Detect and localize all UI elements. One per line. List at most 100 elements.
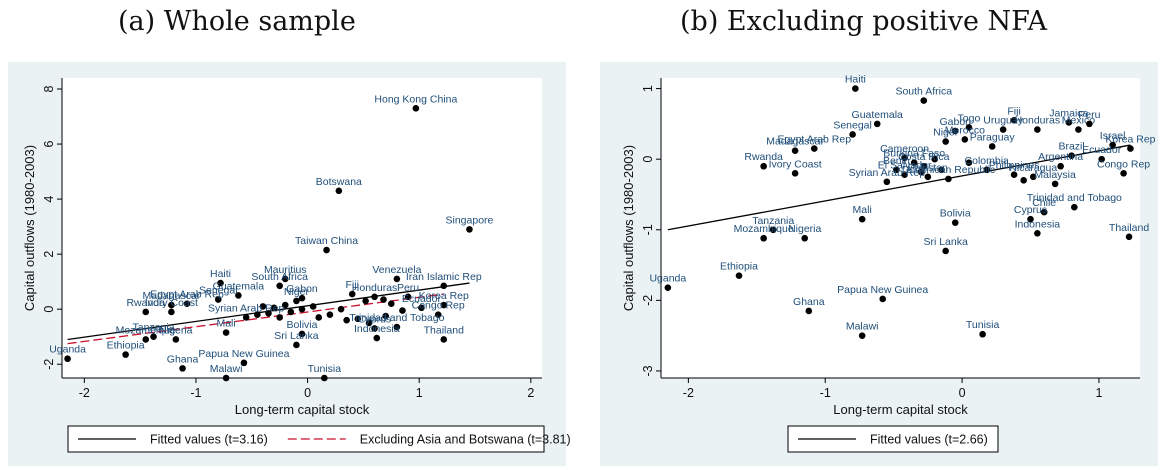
point-label: Morocco bbox=[945, 124, 985, 136]
x-tick-label: 2 bbox=[527, 386, 534, 400]
point-label: Fiji bbox=[346, 279, 359, 291]
point-label: Trinidad and Tobago bbox=[1027, 192, 1122, 204]
y-tick-label: 0 bbox=[641, 156, 655, 163]
data-point bbox=[805, 307, 813, 315]
point-label: Ivory Coast bbox=[145, 297, 198, 309]
data-point bbox=[893, 166, 900, 174]
point-label: Korea Rep bbox=[1105, 134, 1155, 146]
data-point bbox=[287, 308, 295, 316]
data-point bbox=[1075, 126, 1082, 133]
y-tick-label: 6 bbox=[42, 141, 56, 148]
data-point bbox=[945, 175, 952, 183]
data-point bbox=[942, 138, 949, 145]
data-point bbox=[924, 173, 932, 181]
data-point bbox=[393, 323, 401, 331]
data-point bbox=[388, 300, 395, 307]
data-point bbox=[1098, 155, 1105, 163]
data-point bbox=[965, 159, 973, 167]
data-point bbox=[276, 282, 283, 290]
data-point bbox=[281, 275, 289, 283]
point-label: Mozambique bbox=[116, 324, 176, 336]
y-axis-title: Capital outflows (1980-2003) bbox=[621, 145, 636, 311]
point-label: Tunisia bbox=[308, 363, 342, 375]
point-label: Uganda bbox=[49, 344, 86, 356]
data-point bbox=[1065, 119, 1073, 126]
x-axis-title: Long-term capital stock bbox=[235, 402, 370, 417]
point-label: Sri Lanka bbox=[923, 236, 968, 248]
point-label: Iran Islamic Rep bbox=[406, 271, 482, 283]
point-label: Haiti bbox=[210, 268, 231, 280]
data-point bbox=[293, 341, 300, 349]
data-point bbox=[440, 336, 448, 343]
data-point bbox=[1120, 169, 1127, 177]
fit-line-1 bbox=[667, 144, 1131, 231]
data-point bbox=[1125, 233, 1133, 241]
data-point bbox=[222, 374, 230, 382]
data-point bbox=[965, 124, 973, 131]
data-point bbox=[259, 303, 267, 310]
point-label: Papua New Guinea bbox=[198, 348, 289, 360]
y-tick-label: -1 bbox=[641, 224, 655, 235]
data-point bbox=[418, 304, 425, 312]
data-point bbox=[1127, 145, 1134, 152]
point-label: Egypt Arab Rep bbox=[778, 134, 852, 146]
point-label: Paraguay bbox=[970, 131, 1016, 143]
data-point bbox=[168, 308, 175, 316]
data-point bbox=[920, 97, 928, 104]
panel-a-title: (a) Whole sample bbox=[118, 6, 356, 37]
point-label: Uruguay bbox=[983, 115, 1023, 127]
point-label: Trinidad and Tobago bbox=[349, 312, 444, 324]
y-axis-title: Capital outflows (1980-2003) bbox=[22, 145, 37, 311]
data-point bbox=[1051, 180, 1059, 188]
point-label: Cyprus bbox=[358, 313, 391, 325]
point-label: Tunisia bbox=[966, 319, 1000, 331]
point-label: Haiti bbox=[845, 74, 866, 86]
point-label: Thailand bbox=[424, 324, 464, 336]
point-label: Mali bbox=[216, 318, 235, 330]
data-point bbox=[961, 136, 969, 143]
data-point bbox=[1109, 141, 1116, 149]
data-point bbox=[380, 296, 387, 303]
point-label: Senegal bbox=[833, 119, 872, 131]
data-point bbox=[466, 226, 473, 233]
point-label: Nigeria bbox=[159, 324, 192, 336]
data-point bbox=[664, 284, 672, 291]
x-tick-label: 0 bbox=[304, 386, 311, 400]
data-point bbox=[1010, 117, 1018, 124]
point-label: Malaysia bbox=[1034, 169, 1076, 181]
point-label: Mali bbox=[853, 204, 872, 216]
data-point bbox=[440, 282, 448, 290]
point-label: Madagascar bbox=[766, 136, 824, 148]
point-label: Malawi bbox=[846, 321, 879, 333]
point-label: Mozambique bbox=[734, 223, 794, 235]
point-label: Colombia bbox=[965, 155, 1010, 167]
data-point bbox=[858, 215, 866, 223]
data-point bbox=[1034, 126, 1041, 133]
point-label: Singapore bbox=[446, 214, 494, 226]
point-label: Rwanda bbox=[744, 151, 783, 163]
data-point bbox=[920, 162, 928, 170]
point-label: Peru bbox=[397, 282, 419, 294]
data-point bbox=[810, 145, 818, 152]
point-label: Pakistan bbox=[908, 162, 948, 174]
data-point bbox=[883, 178, 891, 186]
data-point bbox=[393, 275, 401, 283]
point-label: Thailand bbox=[1109, 222, 1149, 234]
data-point bbox=[142, 336, 150, 343]
point-label: Gabon bbox=[286, 283, 318, 295]
point-label: Bolivia bbox=[287, 319, 318, 331]
point-label: Congo Rep bbox=[412, 300, 465, 312]
data-point bbox=[240, 359, 248, 367]
point-label: Nicaragua bbox=[1009, 162, 1057, 174]
point-label: Indonesia bbox=[354, 323, 400, 335]
x-tick-label: 1 bbox=[416, 386, 423, 400]
y-tick-label: 2 bbox=[42, 251, 56, 258]
data-point bbox=[382, 312, 390, 320]
data-point bbox=[371, 325, 378, 332]
data-point bbox=[988, 143, 996, 150]
point-label: Botswana bbox=[316, 176, 362, 188]
data-point bbox=[917, 168, 925, 176]
y-tick-label: -2 bbox=[42, 359, 56, 370]
plot-area bbox=[62, 78, 542, 378]
point-label: Tanzania bbox=[752, 215, 794, 227]
